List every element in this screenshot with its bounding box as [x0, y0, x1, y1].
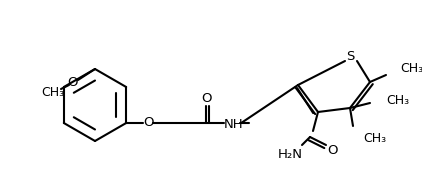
Text: O: O: [68, 76, 78, 90]
Text: CH₃: CH₃: [41, 86, 65, 100]
Text: O: O: [328, 145, 338, 157]
Text: H₂N: H₂N: [278, 149, 303, 161]
Text: S: S: [346, 50, 354, 62]
Text: CH₃: CH₃: [400, 62, 422, 74]
Text: CH₃: CH₃: [386, 94, 409, 106]
Text: O: O: [201, 92, 211, 104]
Text: NH: NH: [223, 118, 243, 132]
Text: CH₃: CH₃: [363, 132, 386, 145]
Text: O: O: [143, 116, 154, 130]
